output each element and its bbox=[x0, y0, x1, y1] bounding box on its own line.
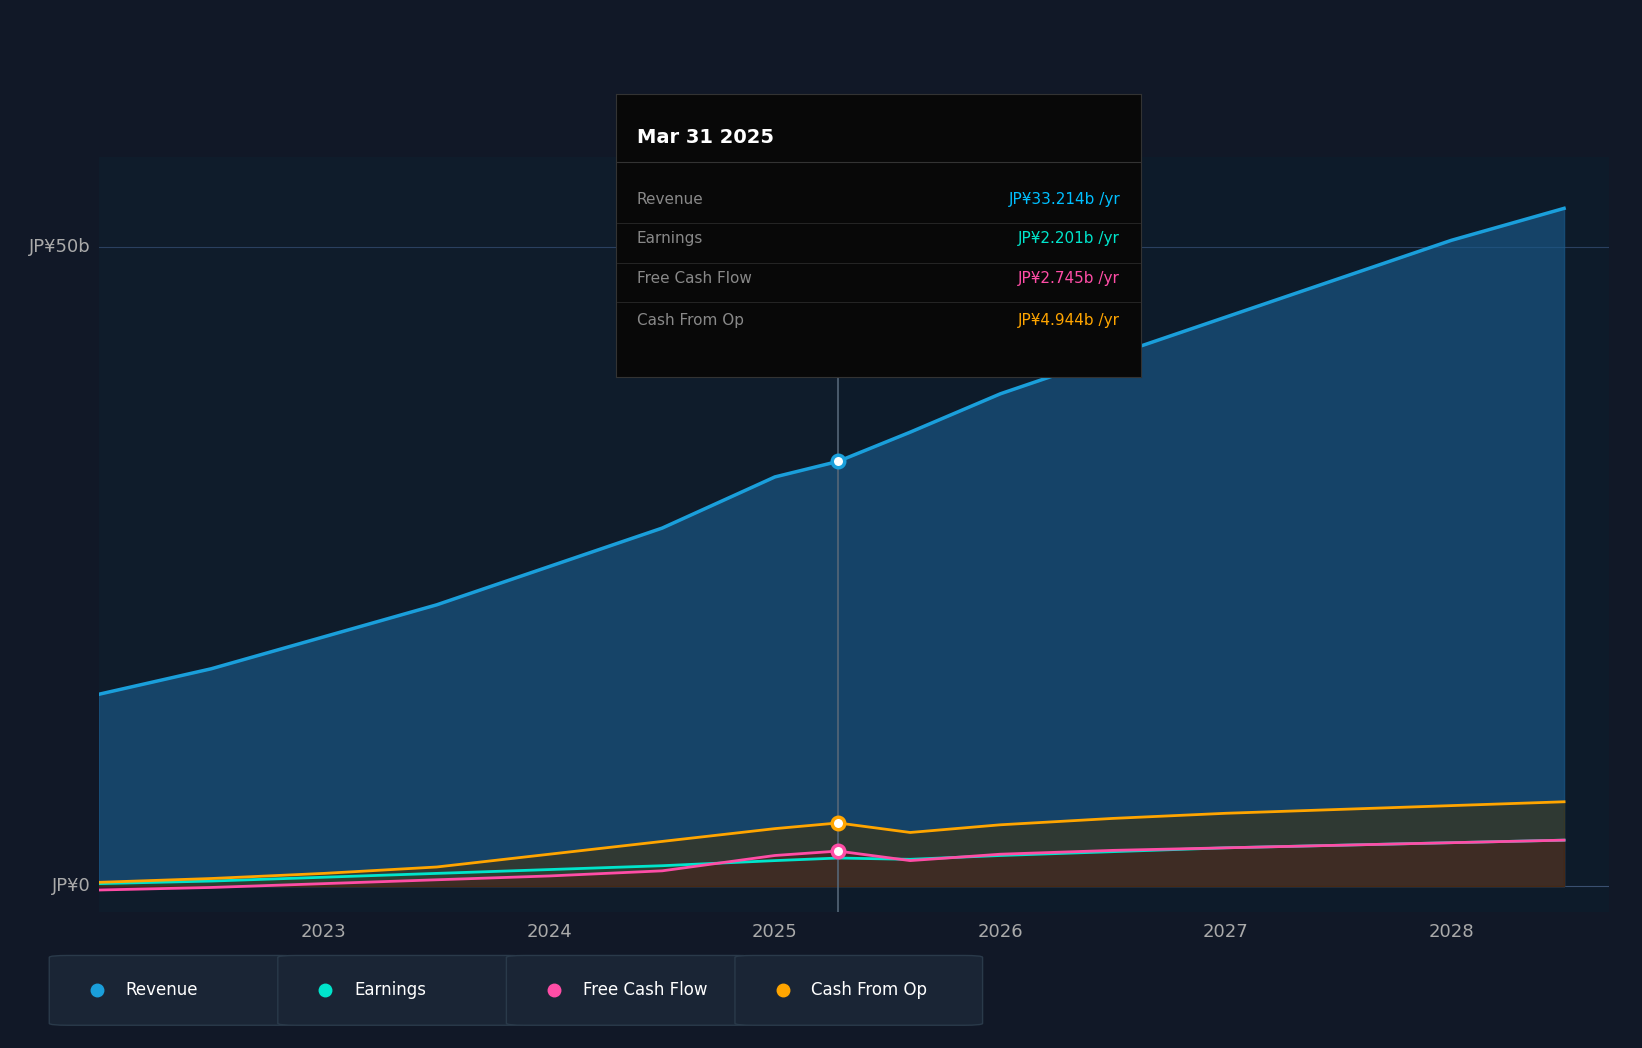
Text: JP¥4.944b /yr: JP¥4.944b /yr bbox=[1018, 313, 1120, 328]
Text: Mar 31 2025: Mar 31 2025 bbox=[637, 128, 773, 148]
Text: Free Cash Flow: Free Cash Flow bbox=[583, 981, 708, 1000]
Text: Revenue: Revenue bbox=[637, 192, 703, 206]
Text: Earnings: Earnings bbox=[355, 981, 425, 1000]
Text: Cash From Op: Cash From Op bbox=[637, 313, 744, 328]
FancyBboxPatch shape bbox=[277, 956, 525, 1025]
Text: Past: Past bbox=[783, 254, 828, 271]
FancyBboxPatch shape bbox=[736, 956, 982, 1025]
Text: JP¥2.201b /yr: JP¥2.201b /yr bbox=[1018, 232, 1120, 246]
Text: JP¥2.745b /yr: JP¥2.745b /yr bbox=[1018, 270, 1120, 286]
Text: Revenue: Revenue bbox=[125, 981, 199, 1000]
FancyBboxPatch shape bbox=[506, 956, 754, 1025]
Text: JP¥0: JP¥0 bbox=[53, 877, 90, 895]
FancyBboxPatch shape bbox=[49, 956, 297, 1025]
Text: Cash From Op: Cash From Op bbox=[811, 981, 928, 1000]
Text: Free Cash Flow: Free Cash Flow bbox=[637, 270, 752, 286]
Text: JP¥50b: JP¥50b bbox=[30, 238, 90, 256]
Text: Earnings: Earnings bbox=[637, 232, 703, 246]
Text: JP¥33.214b /yr: JP¥33.214b /yr bbox=[1008, 192, 1120, 206]
Text: Analysts Forecasts: Analysts Forecasts bbox=[849, 254, 1016, 271]
Bar bbox=[99, 157, 837, 912]
